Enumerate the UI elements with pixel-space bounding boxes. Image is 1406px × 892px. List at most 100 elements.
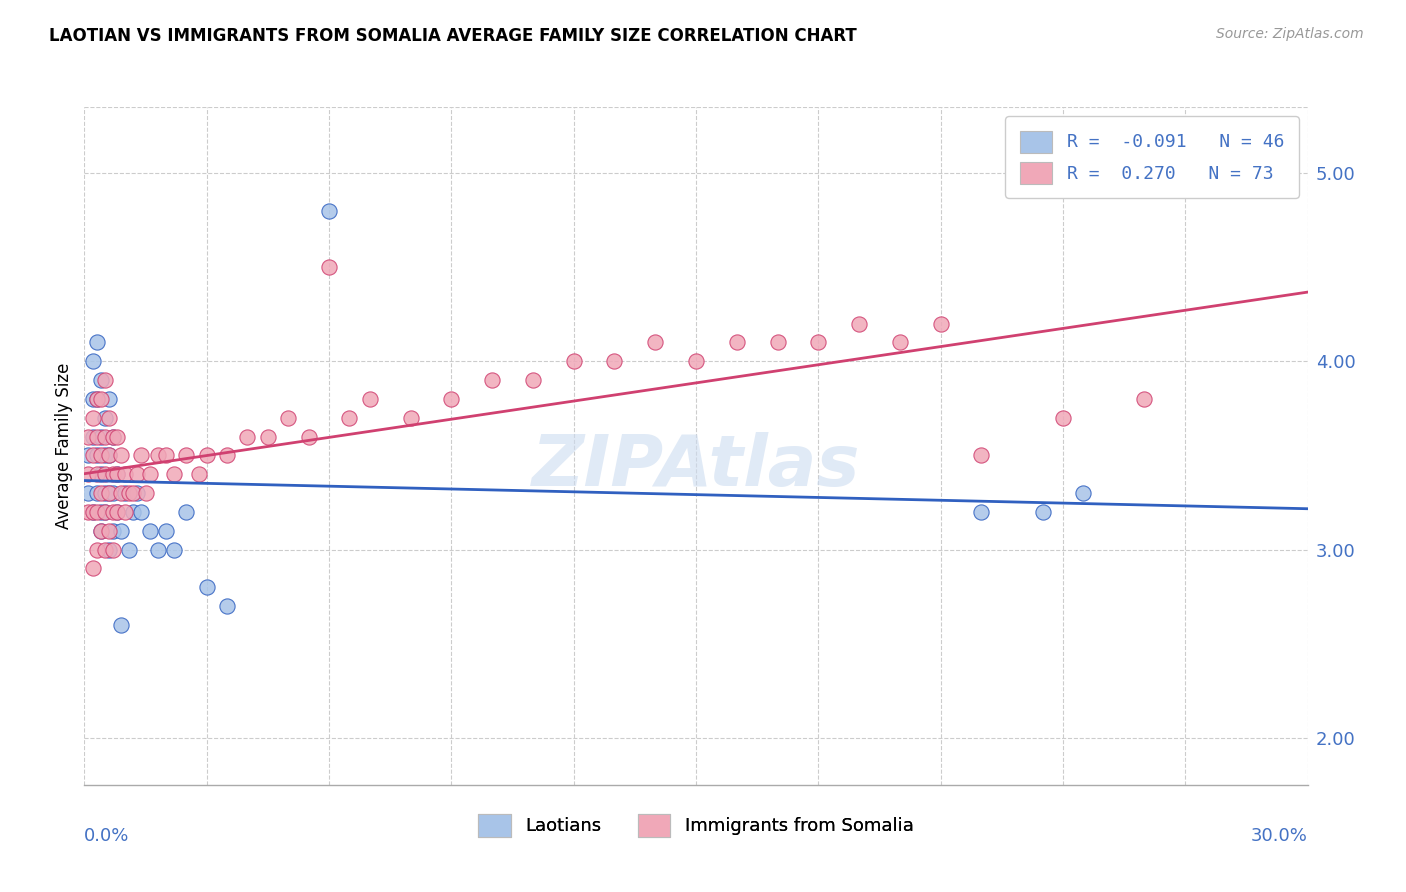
Point (77, 486, 100, 500)
Point (97, 486, 120, 500)
Point (122, 486, 145, 500)
Point (277, 410, 299, 425)
Point (195, 580, 218, 594)
Point (174, 505, 197, 519)
Point (339, 410, 361, 425)
Point (90, 524, 112, 538)
Point (93, 410, 115, 425)
Point (114, 467, 136, 482)
Point (86, 392, 108, 406)
Point (163, 542, 186, 557)
Point (97, 542, 120, 557)
Point (93, 373, 115, 387)
Point (82, 449, 104, 463)
Point (155, 524, 177, 538)
Point (101, 467, 124, 482)
Point (603, 354, 626, 368)
Point (86, 486, 108, 500)
Point (97, 410, 120, 425)
Point (86, 392, 108, 406)
Point (217, 449, 239, 463)
Point (929, 317, 952, 331)
Point (90, 429, 112, 443)
Point (114, 505, 136, 519)
Point (1032, 505, 1054, 519)
Point (522, 373, 544, 387)
Text: Source: ZipAtlas.com: Source: ZipAtlas.com (1216, 27, 1364, 41)
Point (105, 467, 128, 482)
Point (257, 429, 280, 443)
Point (90, 505, 112, 519)
Point (86, 542, 108, 557)
Point (131, 505, 153, 519)
Point (131, 449, 153, 463)
Point (77, 505, 100, 519)
Point (93, 505, 115, 519)
Point (90, 524, 112, 538)
Point (187, 467, 209, 482)
Point (86, 467, 108, 482)
Point (127, 486, 149, 500)
Point (101, 429, 124, 443)
Point (359, 392, 381, 406)
Point (110, 486, 132, 500)
Text: 30.0%: 30.0% (1251, 827, 1308, 845)
Point (93, 486, 115, 500)
Point (889, 335, 911, 350)
Point (90, 467, 112, 482)
Point (146, 449, 169, 463)
Point (1052, 410, 1074, 425)
Point (93, 505, 115, 519)
Point (77, 449, 100, 463)
Point (97, 524, 120, 538)
Point (848, 317, 870, 331)
Point (725, 335, 748, 350)
Point (105, 429, 128, 443)
Point (82, 561, 104, 575)
Point (101, 524, 124, 538)
Point (86, 505, 108, 519)
Point (1073, 486, 1095, 500)
Point (82, 354, 104, 368)
Point (101, 505, 124, 519)
Point (217, 599, 239, 613)
Point (93, 449, 115, 463)
Point (138, 467, 160, 482)
Point (93, 429, 115, 443)
Point (86, 449, 108, 463)
Y-axis label: Average Family Size: Average Family Size (55, 363, 73, 529)
Point (236, 429, 259, 443)
Point (970, 505, 993, 519)
Point (1133, 392, 1156, 406)
Point (440, 392, 463, 406)
Point (318, 260, 340, 274)
Point (101, 429, 124, 443)
Point (105, 467, 128, 482)
Text: LAOTIAN VS IMMIGRANTS FROM SOMALIA AVERAGE FAMILY SIZE CORRELATION CHART: LAOTIAN VS IMMIGRANTS FROM SOMALIA AVERA… (49, 27, 858, 45)
Point (93, 542, 115, 557)
Point (481, 373, 503, 387)
Point (90, 392, 112, 406)
Point (86, 335, 108, 350)
Point (90, 373, 112, 387)
Point (97, 486, 120, 500)
Point (146, 542, 169, 557)
Legend: Laotians, Immigrants from Somalia: Laotians, Immigrants from Somalia (471, 807, 921, 844)
Point (77, 467, 100, 482)
Point (86, 429, 108, 443)
Point (93, 467, 115, 482)
Point (685, 354, 707, 368)
Point (644, 335, 666, 350)
Point (138, 524, 160, 538)
Text: 0.0%: 0.0% (84, 827, 129, 845)
Point (82, 505, 104, 519)
Point (135, 486, 157, 500)
Point (195, 449, 218, 463)
Point (122, 505, 145, 519)
Point (82, 410, 104, 425)
Point (82, 505, 104, 519)
Point (766, 335, 789, 350)
Point (97, 392, 120, 406)
Text: ZIPAtlas: ZIPAtlas (531, 432, 860, 500)
Point (82, 429, 104, 443)
